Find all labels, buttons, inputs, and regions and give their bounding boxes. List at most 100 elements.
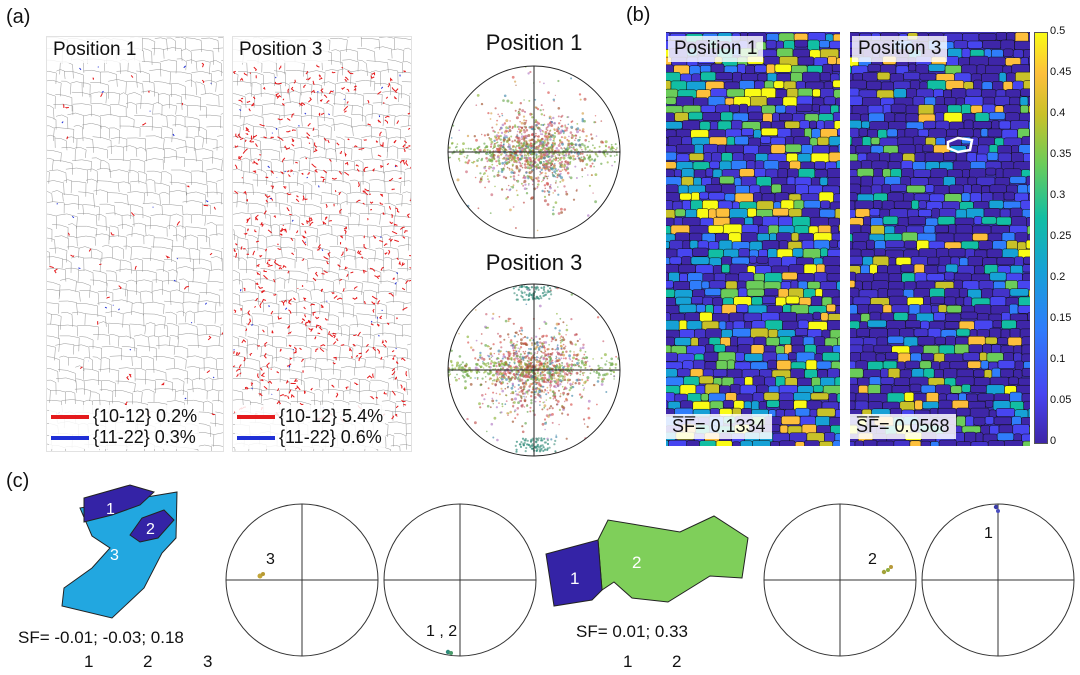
gb-map-1-title: Position 1 — [47, 37, 143, 63]
twin-boundary-compressive — [212, 376, 215, 379]
twin-boundary-tensile — [391, 371, 396, 376]
twin-boundary-tensile — [352, 297, 356, 300]
twin-boundary-tensile — [362, 190, 366, 192]
sf-map-3-title: Position 3 — [852, 36, 948, 62]
twin-boundary-tensile — [295, 198, 300, 203]
twin-boundary-tensile — [100, 92, 103, 97]
twin-boundary-tensile — [306, 220, 310, 224]
twin-boundary-tensile — [207, 335, 212, 341]
twin-boundary-tensile — [402, 160, 406, 165]
twin-boundary-tensile — [362, 191, 369, 196]
legend-swatch-red — [51, 414, 89, 419]
twin-boundary-tensile — [245, 328, 248, 332]
pole-label: 1 — [984, 525, 993, 542]
twin-boundary-tensile — [389, 221, 394, 225]
twin-boundary-tensile — [360, 256, 364, 259]
twin-boundary-tensile — [355, 354, 359, 358]
twin-boundary-tensile — [405, 371, 408, 377]
twin-boundary-tensile — [396, 317, 398, 320]
twin-boundary-tensile — [289, 357, 293, 360]
twin-boundary-tensile — [400, 384, 403, 389]
twin-boundary-tensile — [384, 119, 389, 124]
twin-boundary-tensile — [402, 387, 406, 392]
twin-boundary-tensile — [279, 171, 284, 175]
twin-boundary-tensile — [320, 288, 324, 293]
twin-boundary-tensile — [401, 399, 406, 403]
twin-boundary-tensile — [369, 396, 375, 400]
twin-boundary-tensile — [243, 248, 246, 250]
twin-boundary-compressive — [370, 320, 373, 323]
pole-figure-position-1 — [447, 65, 621, 239]
twin-boundary-tensile — [365, 343, 369, 347]
twin-boundary-tensile — [364, 188, 369, 192]
twin-boundary-compressive — [205, 200, 209, 203]
colorbar-tick-label: 0.3 — [1050, 189, 1066, 201]
grain-2-shape — [597, 515, 749, 603]
twin-boundary-tensile — [380, 356, 383, 360]
twin-boundary-tensile — [234, 164, 238, 169]
twin-boundary-compressive — [396, 272, 398, 275]
twin-boundary-tensile — [233, 309, 237, 314]
twin-boundary-tensile — [351, 356, 353, 359]
twin-boundary-tensile — [326, 260, 329, 265]
twin-boundary-tensile — [249, 318, 252, 322]
twin-boundary-tensile — [302, 235, 306, 239]
twin-boundary-tensile — [389, 77, 393, 82]
twin-boundary-tensile — [239, 372, 242, 375]
twin-boundary-tensile — [293, 297, 296, 301]
twin-boundary-tensile — [312, 311, 316, 316]
twin-boundary-tensile — [291, 252, 295, 256]
twin-boundary-tensile — [296, 230, 299, 234]
twin-boundary-tensile — [343, 226, 347, 230]
pole-label: 3 — [266, 551, 275, 568]
twin-boundary-tensile — [341, 86, 345, 90]
twin-boundary-tensile — [310, 387, 313, 391]
twin-boundary-tensile — [259, 302, 262, 308]
twin-boundary-tensile — [301, 258, 305, 261]
sf-index-1: 1 — [84, 652, 94, 671]
twin-boundary-tensile — [250, 141, 255, 143]
twin-boundary-tensile — [323, 270, 328, 274]
pole-label: 1 , 2 — [426, 623, 457, 640]
twin-boundary-tensile — [403, 140, 407, 144]
twin-boundary-tensile — [308, 327, 311, 331]
twin-boundary-tensile — [201, 62, 205, 68]
grain-1-label: 1 — [106, 501, 115, 518]
twin-boundary-tensile — [378, 315, 383, 320]
twin-boundary-tensile — [273, 293, 277, 296]
twin-boundary-tensile — [332, 332, 337, 335]
pole-point — [449, 651, 453, 655]
twin-boundary-tensile — [375, 140, 379, 143]
gb-map-3-legend: {10-12} 5.4% {11-22} 0.6% — [235, 405, 386, 449]
twin-boundary-tensile — [333, 356, 337, 361]
twin-boundary-tensile — [406, 213, 410, 219]
sf-values-right: SF= 0.01; 0.33 — [576, 622, 688, 641]
twin-boundary-tensile — [342, 288, 345, 292]
twin-boundary-tensile — [362, 269, 367, 274]
twin-boundary-tensile — [252, 250, 256, 256]
twin-boundary-tensile — [240, 97, 244, 100]
twin-boundary-tensile — [312, 80, 315, 86]
twin-boundary-tensile — [288, 173, 291, 177]
twin-boundary-tensile — [70, 254, 75, 258]
legend-row-compressive: {11-22} 0.3% — [51, 427, 197, 448]
twin-boundary-tensile — [258, 286, 263, 289]
colorbar-tick-label: 0.25 — [1050, 230, 1072, 242]
twin-boundary-tensile — [317, 332, 321, 335]
twin-boundary-tensile — [392, 356, 395, 360]
twin-boundary-tensile — [273, 215, 276, 218]
twin-boundary-tensile — [306, 132, 311, 137]
twin-boundary-tensile — [380, 193, 384, 197]
twin-boundary-tensile — [400, 357, 406, 362]
twin-boundary-tensile — [332, 362, 336, 365]
twin-boundary-tensile — [344, 78, 348, 82]
legend-label: {10-12} 0.2% — [93, 406, 198, 426]
twin-boundary-tensile — [274, 81, 279, 85]
twin-boundary-tensile — [363, 301, 366, 305]
twin-boundary-tensile — [255, 143, 258, 148]
twin-boundary-tensile — [310, 328, 314, 332]
twin-boundary-tensile — [245, 127, 249, 131]
twin-boundary-tensile — [367, 218, 369, 221]
twin-boundary-tensile — [345, 386, 349, 390]
twin-boundary-tensile — [403, 404, 407, 406]
